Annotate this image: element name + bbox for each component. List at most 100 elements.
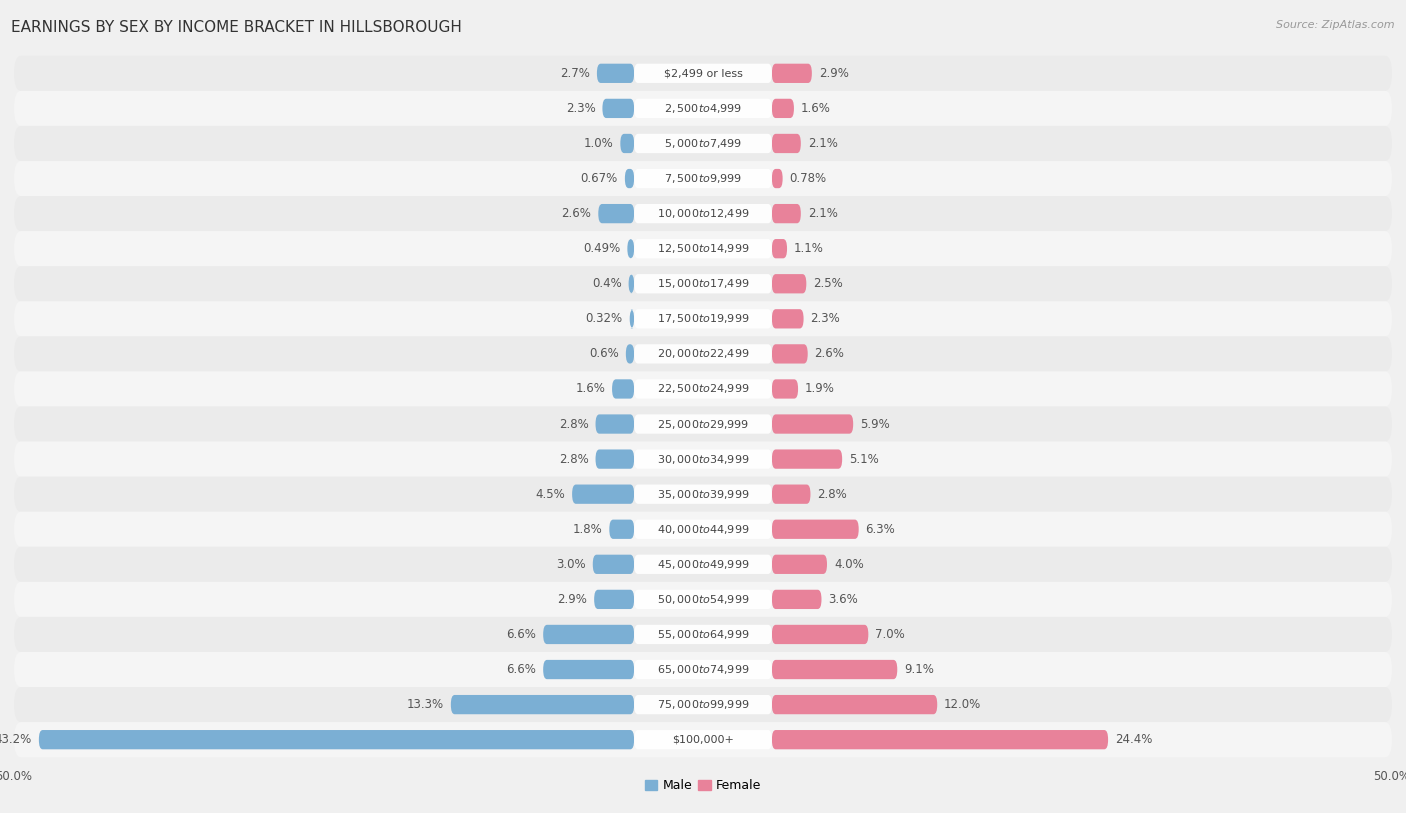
FancyBboxPatch shape xyxy=(572,485,634,504)
Text: 3.0%: 3.0% xyxy=(557,558,586,571)
FancyBboxPatch shape xyxy=(596,415,634,433)
FancyBboxPatch shape xyxy=(14,582,1392,617)
FancyBboxPatch shape xyxy=(14,476,1392,511)
Text: $65,000 to $74,999: $65,000 to $74,999 xyxy=(657,663,749,676)
Text: 1.1%: 1.1% xyxy=(794,242,824,255)
FancyBboxPatch shape xyxy=(772,134,801,153)
Text: 2.8%: 2.8% xyxy=(817,488,846,501)
Text: 12.0%: 12.0% xyxy=(945,698,981,711)
Text: 2.3%: 2.3% xyxy=(810,312,841,325)
Text: 4.5%: 4.5% xyxy=(536,488,565,501)
FancyBboxPatch shape xyxy=(612,380,634,398)
Text: 7.0%: 7.0% xyxy=(875,628,905,641)
Text: 2.9%: 2.9% xyxy=(557,593,588,606)
FancyBboxPatch shape xyxy=(772,660,897,679)
FancyBboxPatch shape xyxy=(634,520,772,539)
FancyBboxPatch shape xyxy=(772,520,859,539)
FancyBboxPatch shape xyxy=(634,344,772,363)
FancyBboxPatch shape xyxy=(543,660,634,679)
FancyBboxPatch shape xyxy=(634,450,772,469)
FancyBboxPatch shape xyxy=(14,652,1392,687)
FancyBboxPatch shape xyxy=(14,617,1392,652)
Text: 4.0%: 4.0% xyxy=(834,558,863,571)
FancyBboxPatch shape xyxy=(39,730,634,750)
FancyBboxPatch shape xyxy=(772,309,804,328)
FancyBboxPatch shape xyxy=(14,441,1392,476)
Text: 2.1%: 2.1% xyxy=(807,207,838,220)
FancyBboxPatch shape xyxy=(772,450,842,469)
FancyBboxPatch shape xyxy=(634,554,772,574)
FancyBboxPatch shape xyxy=(14,161,1392,196)
FancyBboxPatch shape xyxy=(772,239,787,259)
FancyBboxPatch shape xyxy=(598,63,634,83)
FancyBboxPatch shape xyxy=(634,660,772,679)
FancyBboxPatch shape xyxy=(772,625,869,644)
Text: $17,500 to $19,999: $17,500 to $19,999 xyxy=(657,312,749,325)
Text: $12,500 to $14,999: $12,500 to $14,999 xyxy=(657,242,749,255)
FancyBboxPatch shape xyxy=(14,126,1392,161)
FancyBboxPatch shape xyxy=(14,722,1392,757)
Text: 5.1%: 5.1% xyxy=(849,453,879,466)
Text: $22,500 to $24,999: $22,500 to $24,999 xyxy=(657,382,749,395)
Text: $5,000 to $7,499: $5,000 to $7,499 xyxy=(664,137,742,150)
Text: $10,000 to $12,499: $10,000 to $12,499 xyxy=(657,207,749,220)
FancyBboxPatch shape xyxy=(634,134,772,153)
Text: 2.8%: 2.8% xyxy=(560,453,589,466)
Text: 2.6%: 2.6% xyxy=(814,347,845,360)
FancyBboxPatch shape xyxy=(14,196,1392,231)
FancyBboxPatch shape xyxy=(14,687,1392,722)
Text: 6.6%: 6.6% xyxy=(506,628,536,641)
Text: $2,500 to $4,999: $2,500 to $4,999 xyxy=(664,102,742,115)
Text: 0.32%: 0.32% xyxy=(586,312,623,325)
FancyBboxPatch shape xyxy=(630,309,634,328)
Text: 2.8%: 2.8% xyxy=(560,418,589,431)
FancyBboxPatch shape xyxy=(772,485,810,504)
Text: 2.7%: 2.7% xyxy=(560,67,591,80)
FancyBboxPatch shape xyxy=(772,344,807,363)
Text: 6.3%: 6.3% xyxy=(866,523,896,536)
FancyBboxPatch shape xyxy=(772,63,811,83)
FancyBboxPatch shape xyxy=(14,547,1392,582)
FancyBboxPatch shape xyxy=(772,98,794,118)
Text: 2.6%: 2.6% xyxy=(561,207,592,220)
Text: $7,500 to $9,999: $7,500 to $9,999 xyxy=(664,172,742,185)
Text: 1.8%: 1.8% xyxy=(572,523,602,536)
FancyBboxPatch shape xyxy=(620,134,634,153)
FancyBboxPatch shape xyxy=(14,231,1392,266)
FancyBboxPatch shape xyxy=(772,589,821,609)
FancyBboxPatch shape xyxy=(634,204,772,224)
Text: 1.6%: 1.6% xyxy=(575,382,605,395)
FancyBboxPatch shape xyxy=(593,554,634,574)
Text: $20,000 to $22,499: $20,000 to $22,499 xyxy=(657,347,749,360)
Text: 1.6%: 1.6% xyxy=(801,102,831,115)
FancyBboxPatch shape xyxy=(772,554,827,574)
FancyBboxPatch shape xyxy=(634,169,772,188)
FancyBboxPatch shape xyxy=(772,380,799,398)
Text: $35,000 to $39,999: $35,000 to $39,999 xyxy=(657,488,749,501)
FancyBboxPatch shape xyxy=(634,239,772,259)
FancyBboxPatch shape xyxy=(627,239,634,259)
FancyBboxPatch shape xyxy=(609,520,634,539)
Text: $15,000 to $17,499: $15,000 to $17,499 xyxy=(657,277,749,290)
FancyBboxPatch shape xyxy=(599,204,634,224)
FancyBboxPatch shape xyxy=(634,730,772,750)
FancyBboxPatch shape xyxy=(634,415,772,433)
FancyBboxPatch shape xyxy=(626,344,634,363)
FancyBboxPatch shape xyxy=(451,695,634,715)
FancyBboxPatch shape xyxy=(596,450,634,469)
Text: 2.9%: 2.9% xyxy=(818,67,849,80)
Text: $100,000+: $100,000+ xyxy=(672,735,734,745)
Text: 0.67%: 0.67% xyxy=(581,172,619,185)
FancyBboxPatch shape xyxy=(634,380,772,398)
FancyBboxPatch shape xyxy=(628,274,634,293)
Text: 1.0%: 1.0% xyxy=(583,137,613,150)
Text: $30,000 to $34,999: $30,000 to $34,999 xyxy=(657,453,749,466)
Text: 3.6%: 3.6% xyxy=(828,593,858,606)
FancyBboxPatch shape xyxy=(543,625,634,644)
Text: 13.3%: 13.3% xyxy=(406,698,444,711)
FancyBboxPatch shape xyxy=(14,302,1392,337)
Text: 0.6%: 0.6% xyxy=(589,347,619,360)
FancyBboxPatch shape xyxy=(624,169,634,188)
FancyBboxPatch shape xyxy=(14,56,1392,91)
FancyBboxPatch shape xyxy=(634,98,772,118)
